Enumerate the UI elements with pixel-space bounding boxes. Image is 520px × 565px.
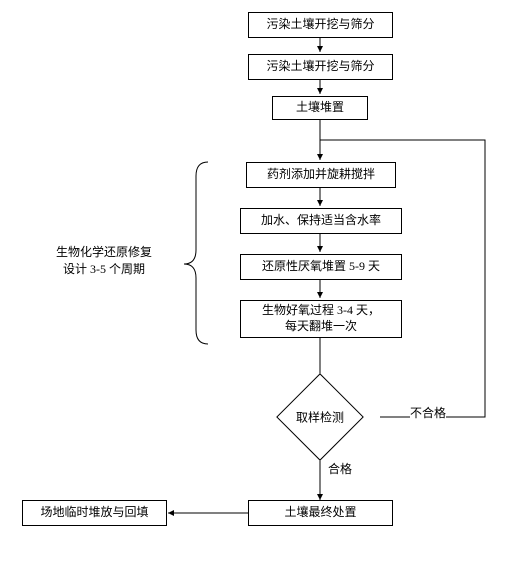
node-add-reagent: 药剂添加并旋耕搅拌 xyxy=(246,162,396,188)
node-soil-pile: 土壤堆置 xyxy=(272,96,368,120)
edges-svg xyxy=(0,0,520,565)
node-anaerobic: 还原性厌氧堆置 5-9 天 xyxy=(240,254,402,280)
edge-label-fail: 不合格 xyxy=(410,404,446,421)
node-add-water: 加水、保持适当含水率 xyxy=(240,208,402,234)
node-label: 土壤堆置 xyxy=(296,100,344,116)
node-label: 污染土壤开挖与筛分 xyxy=(266,59,374,75)
node-label: 还原性厌氧堆置 5-9 天 xyxy=(262,259,380,275)
node-label: 场地临时堆放与回填 xyxy=(40,505,148,521)
node-sampling-test: 取样检测 xyxy=(260,388,380,446)
node-label: 加水、保持适当含水率 xyxy=(261,213,381,229)
node-excavate-screen-1: 污染土壤开挖与筛分 xyxy=(248,12,393,38)
flowchart-canvas: 污染土壤开挖与筛分 污染土壤开挖与筛分 土壤堆置 药剂添加并旋耕搅拌 加水、保持… xyxy=(0,0,520,565)
node-temp-storage-backfill: 场地临时堆放与回填 xyxy=(22,500,167,526)
side-note: 生物化学还原修复 设计 3-5 个周期 xyxy=(34,244,174,278)
node-label: 药剂添加并旋耕搅拌 xyxy=(267,167,375,183)
node-final-disposal: 土壤最终处置 xyxy=(248,500,393,526)
node-excavate-screen-2: 污染土壤开挖与筛分 xyxy=(248,54,393,80)
node-label: 取样检测 xyxy=(296,409,344,426)
node-label: 污染土壤开挖与筛分 xyxy=(266,17,374,33)
edge-label-pass: 合格 xyxy=(328,460,352,477)
node-label: 生物好氧过程 3-4 天， 每天翻堆一次 xyxy=(262,303,380,334)
node-aerobic: 生物好氧过程 3-4 天， 每天翻堆一次 xyxy=(240,300,402,338)
node-label: 土壤最终处置 xyxy=(284,505,356,521)
